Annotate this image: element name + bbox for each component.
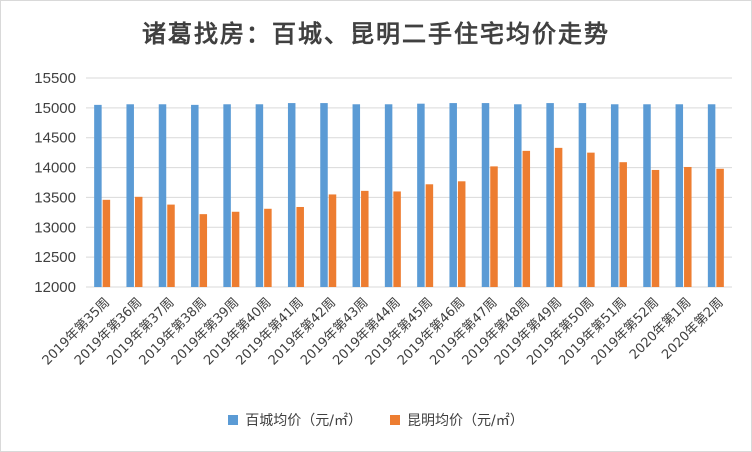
bar-kunming: [554, 147, 563, 287]
legend-item-baicheng: 百城均价（元/㎡）: [228, 410, 362, 430]
bar-kunming: [361, 190, 369, 287]
bar-kunming: [102, 199, 111, 287]
y-tick-label: 12500: [34, 249, 76, 266]
bar-baicheng: [158, 104, 167, 287]
bar-baicheng: [417, 103, 425, 287]
y-tick-label: 13000: [34, 219, 76, 236]
y-tick-label: 15000: [34, 100, 76, 117]
legend-label-kunming: 昆明均价（元/㎡）: [407, 413, 524, 429]
y-tick-label: 14000: [34, 160, 76, 177]
bar-baicheng: [223, 104, 231, 287]
bar-kunming: [684, 166, 692, 287]
legend-swatch-baicheng: [228, 415, 239, 425]
bar-baicheng: [707, 104, 716, 287]
bar-baicheng: [287, 103, 296, 287]
bar-kunming: [522, 150, 531, 287]
legend-swatch-kunming: [390, 415, 400, 425]
bar-baicheng: [94, 104, 102, 287]
bar-baicheng: [320, 103, 328, 287]
bar-kunming: [457, 181, 466, 287]
bar-baicheng: [578, 103, 587, 287]
bar-kunming: [199, 214, 208, 287]
bar-baicheng: [514, 104, 522, 287]
bar-baicheng: [675, 104, 684, 287]
bar-kunming: [328, 194, 337, 287]
bar-kunming: [587, 152, 595, 287]
bar-kunming: [134, 196, 143, 287]
bar-kunming: [167, 204, 175, 287]
bar-baicheng: [481, 103, 490, 287]
bar-baicheng: [255, 104, 264, 287]
y-tick-label: 13500: [34, 189, 76, 206]
bar-baicheng: [126, 104, 134, 287]
legend-label-baicheng: 百城均价（元/㎡）: [245, 413, 362, 429]
legend: 百城均价（元/㎡） 昆明均价（元/㎡）: [0, 410, 752, 430]
bar-baicheng: [610, 104, 619, 287]
bar-baicheng: [352, 104, 361, 287]
bar-kunming: [264, 208, 272, 287]
y-tick-label: 14500: [34, 130, 76, 147]
y-tick-label: 15500: [34, 70, 76, 87]
legend-item-kunming: 昆明均价（元/㎡）: [390, 410, 524, 430]
bar-baicheng: [546, 103, 554, 287]
bar-kunming: [716, 168, 724, 287]
bar-kunming: [490, 166, 498, 287]
bar-kunming: [393, 191, 401, 287]
bar-kunming: [231, 211, 240, 287]
y-tick-label: 12000: [34, 279, 76, 296]
bar-baicheng: [384, 104, 393, 287]
bar-kunming: [425, 184, 434, 287]
bar-baicheng: [191, 104, 199, 287]
bar-kunming: [296, 206, 304, 287]
bar-kunming: [619, 162, 627, 287]
bar-kunming: [651, 169, 660, 287]
bar-baicheng: [449, 103, 457, 287]
chart-title: 诸葛找房：百城、昆明二手住宅均价走势: [142, 19, 610, 48]
bar-baicheng: [643, 104, 651, 287]
